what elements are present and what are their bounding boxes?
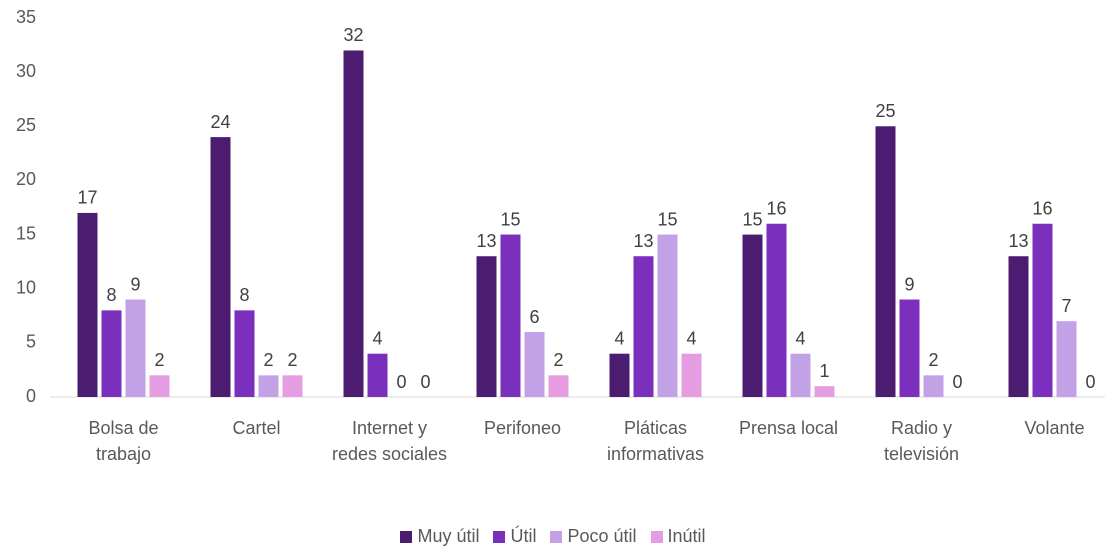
bar [657,234,678,397]
data-label: 4 [372,328,382,348]
data-label: 15 [500,209,520,229]
data-label: 2 [154,350,164,370]
legend-swatch [650,530,663,543]
data-label: 1 [819,361,829,381]
data-label: 15 [742,209,762,229]
data-label: 7 [1061,296,1071,316]
legend-label: Poco útil [567,526,637,546]
data-label: 15 [657,209,677,229]
bar [149,375,170,397]
bar [633,256,654,397]
data-label: 2 [263,350,273,370]
bar [500,234,521,397]
bar [1056,321,1077,397]
bar [476,256,497,397]
legend-label: Útil [510,526,537,546]
bar [1008,256,1029,397]
bar [923,375,944,397]
y-tick-label: 20 [16,169,36,189]
y-tick-label: 10 [16,277,36,297]
bar [125,299,146,397]
bar [814,386,835,397]
legend-item: Poco útil [550,526,637,547]
x-tick-label: Pláticas informativas [606,418,705,464]
data-label: 9 [130,274,140,294]
bar [1032,223,1053,397]
x-tick-label: Volante [1024,418,1085,438]
data-label: 32 [343,25,363,45]
legend-label: Inútil [667,526,706,546]
legend-item: Muy útil [400,526,479,547]
bar [790,353,811,397]
x-tick-label: Internet y redes sociales [331,418,448,464]
data-label: 16 [1032,198,1052,218]
data-label: 2 [287,350,297,370]
data-label: 4 [795,328,805,348]
bar [548,375,569,397]
y-tick-label: 35 [16,7,36,27]
legend-swatch [550,530,563,543]
data-label: 2 [553,350,563,370]
bar [609,353,630,397]
y-tick-label: 15 [16,223,36,243]
bar [282,375,303,397]
x-tick-label: Prensa local [738,418,839,438]
bar [875,126,896,398]
data-label: 9 [904,274,914,294]
data-label: 13 [476,231,496,251]
data-label: 6 [529,307,539,327]
bar [681,353,702,397]
data-label: 4 [686,328,696,348]
bar [258,375,279,397]
y-tick-label: 30 [16,61,36,81]
x-tick-label: Perifoneo [483,418,562,438]
bar [234,310,255,397]
x-tick-label: Radio y televisión [883,418,960,464]
legend: Muy útil Útil Poco útil Inútil [0,526,1106,547]
data-label: 0 [420,372,430,392]
bar [766,223,787,397]
data-label: 17 [77,188,97,208]
data-label: 0 [396,372,406,392]
bar [77,212,98,397]
legend-item: Inútil [650,526,706,547]
bar [742,234,763,397]
bar [367,353,388,397]
data-label: 2 [928,350,938,370]
data-label: 0 [952,372,962,392]
data-label: 8 [239,285,249,305]
data-label: 16 [766,198,786,218]
legend-label: Muy útil [417,526,480,546]
legend-item: Útil [493,526,536,547]
data-label: 13 [633,231,653,251]
bar [210,137,231,397]
data-label: 13 [1008,231,1028,251]
data-label: 25 [875,101,895,121]
data-label: 0 [1085,372,1095,392]
bar [343,50,364,397]
bar [899,299,920,397]
y-tick-label: 5 [26,332,36,352]
x-tick-label: Cartel [232,418,281,438]
y-tick-label: 0 [26,386,36,406]
bar [524,332,545,397]
x-tick-label: Bolsa de trabajo [88,418,159,464]
data-label: 4 [614,328,624,348]
y-tick-label: 25 [16,115,36,135]
data-label: 8 [106,285,116,305]
data-label: 24 [210,112,230,132]
legend-swatch [493,530,506,543]
legend-swatch [400,530,413,543]
bar [101,310,122,397]
